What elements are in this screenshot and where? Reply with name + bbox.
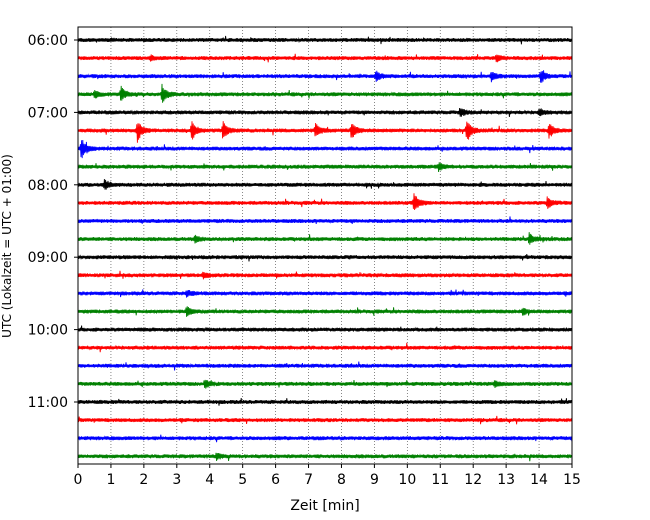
seismic-trace: [77, 361, 573, 371]
x-tick-label: 13: [497, 472, 515, 488]
x-tick-label: 6: [271, 472, 280, 488]
seismic-trace: [77, 83, 573, 103]
plot-frame: [77, 26, 573, 465]
y-tick-label: 09:00: [28, 250, 68, 266]
x-tick-label: 8: [337, 472, 346, 488]
seismic-trace: [77, 254, 573, 262]
seismic-trace: [77, 434, 573, 443]
y-tick-label: 06:00: [28, 33, 68, 49]
seismic-traces: [77, 35, 573, 462]
seismic-trace: [77, 325, 573, 333]
seismic-trace: [77, 53, 573, 63]
x-tick-label: 14: [530, 472, 548, 488]
seismic-trace: [77, 379, 573, 389]
x-axis: 0 1 2 3 4 5 6 7 8 9 10 11 12 13 14 15: [74, 464, 581, 488]
y-axis-label: UTC (Lokalzeit = UTC + 01:00): [0, 154, 14, 338]
y-tick-label: 07:00: [28, 105, 68, 121]
seismic-trace: [77, 216, 573, 225]
seismic-trace: [77, 289, 573, 298]
x-tick-label: 9: [370, 472, 379, 488]
seismic-trace: [77, 398, 573, 406]
x-tick-label: 12: [464, 472, 482, 488]
x-tick-label: 7: [304, 472, 313, 488]
y-tick-label: 11:00: [28, 395, 68, 411]
x-tick-label: 10: [398, 472, 416, 488]
y-tick-label: 10:00: [28, 323, 68, 339]
seismic-trace: [77, 70, 573, 83]
seismic-trace: [77, 415, 573, 425]
x-tick-label: 4: [205, 472, 214, 488]
x-tick-label: 1: [106, 472, 115, 488]
seismic-trace: [77, 162, 573, 173]
x-tick-label: 0: [74, 472, 83, 488]
seismic-trace: [77, 270, 573, 280]
x-tick-label: 11: [431, 472, 449, 488]
y-tick-label: 08:00: [28, 178, 68, 194]
grid-lines: [110, 27, 540, 464]
seismic-trace: [77, 121, 573, 143]
seismic-trace: [77, 193, 573, 210]
seismic-trace: [77, 139, 573, 159]
x-axis-label: Zeit [min]: [290, 498, 359, 514]
seismic-trace: [77, 232, 573, 245]
seismic-trace: [77, 179, 573, 190]
x-tick-label: 5: [238, 472, 247, 488]
seismic-trace: [77, 107, 573, 117]
x-tick-label: 15: [563, 472, 581, 488]
x-tick-label: 2: [139, 472, 148, 488]
seismic-trace: [77, 306, 573, 317]
y-axis: 06:00 07:00 08:00 09:00 10:00 11:00: [28, 33, 78, 411]
seismic-trace: [77, 35, 573, 45]
x-tick-label: 3: [172, 472, 181, 488]
seismic-trace: [77, 452, 573, 462]
seismic-trace: [77, 342, 573, 353]
